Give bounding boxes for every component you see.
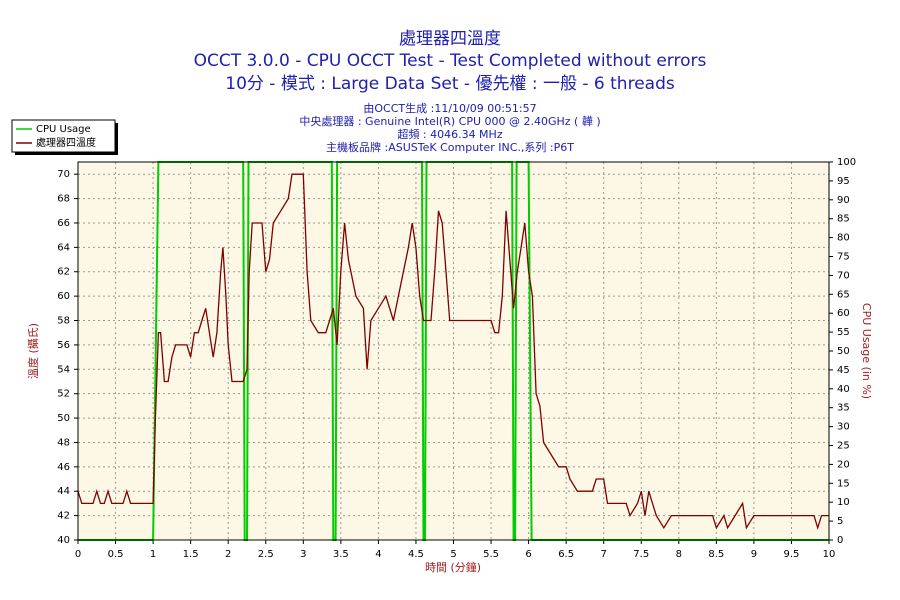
x-tick-label: 7.5 (633, 549, 649, 560)
y2-tick-label: 15 (837, 478, 850, 489)
legend-label: 處理器四溫度 (36, 136, 96, 149)
x-tick-label: 2 (225, 549, 231, 560)
y2-tick-label: 0 (837, 535, 843, 546)
y-tick-label: 54 (57, 364, 70, 375)
x-tick-label: 9 (751, 549, 757, 560)
y2-tick-label: 60 (837, 308, 850, 319)
info-line: 超頻 : 4046.34 MHz (397, 127, 502, 141)
y2-tick-label: 45 (837, 365, 850, 376)
chart-title: 處理器四溫度 (399, 29, 501, 49)
y-tick-label: 42 (57, 511, 70, 522)
x-tick-label: 0.5 (108, 549, 124, 560)
y2-tick-label: 50 (837, 346, 850, 357)
y-tick-label: 60 (57, 291, 70, 302)
y-axis-label: 溫度 (攝氏) (26, 323, 40, 379)
plot-border (77, 161, 830, 541)
data-line (77, 173, 829, 531)
y-tick-label: 40 (57, 535, 70, 546)
y2-tick-label: 10 (837, 497, 850, 508)
x-tick-label: 10 (823, 549, 836, 560)
y-tick-label: 56 (57, 340, 70, 351)
x-tick-label: 3 (300, 549, 306, 560)
y-tick-label: 62 (57, 267, 70, 278)
y2-tick-label: 35 (837, 403, 850, 414)
x-tick-label: 4.5 (408, 549, 424, 560)
y-tick-label: 66 (57, 218, 70, 229)
x-tick-label: 4 (375, 549, 381, 560)
info-line: 主機板品牌 :ASUSTeK Computer INC.,系列 :P6T (326, 140, 574, 154)
y2-tick-label: 40 (837, 384, 850, 395)
chart-subtitle: 10分 - 模式 : Large Data Set - 優先權 : 一般 - 6… (225, 74, 675, 94)
x-tick-label: 1.5 (183, 549, 199, 560)
x-tick-label: 5 (450, 549, 456, 560)
y-tick-label: 46 (57, 462, 70, 473)
x-tick-label: 3.5 (333, 549, 349, 560)
x-tick-label: 8.5 (708, 549, 724, 560)
x-tick-label: 5.5 (483, 549, 499, 560)
y2-tick-label: 55 (837, 327, 850, 338)
x-tick-label: 6.5 (558, 549, 574, 560)
y-tick-label: 50 (57, 413, 70, 424)
info-line: 由OCCT生成 :11/10/09 00:51:57 (363, 101, 536, 115)
y2-axis-label: CPU Usage (in %) (860, 303, 873, 399)
info-line: 中央處理器 : Genuine Intel(R) CPU 000 @ 2.40G… (299, 114, 600, 128)
y-tick-label: 44 (57, 486, 70, 497)
x-tick-label: 9.5 (783, 549, 799, 560)
y-tick-label: 58 (57, 316, 70, 327)
x-tick-label: 0 (75, 549, 81, 560)
y2-tick-label: 95 (837, 176, 850, 187)
y-tick-label: 52 (57, 389, 70, 400)
legend-box (11, 119, 116, 153)
x-axis-label: 時間 (分鐘) (425, 560, 481, 574)
y2-tick-label: 85 (837, 214, 850, 225)
y2-tick-label: 65 (837, 289, 850, 300)
chart-subtitle: OCCT 3.0.0 - CPU OCCT Test - Test Comple… (194, 51, 707, 71)
y-tick-label: 68 (57, 194, 70, 205)
y-tick-label: 48 (57, 437, 70, 448)
x-tick-label: 6 (525, 549, 531, 560)
x-tick-label: 7 (601, 549, 607, 560)
x-tick-label: 1 (150, 549, 156, 560)
y2-tick-label: 75 (837, 252, 850, 263)
y2-tick-label: 100 (837, 157, 856, 168)
legend-label: CPU Usage (36, 124, 91, 135)
y2-tick-label: 5 (837, 516, 843, 527)
y2-tick-label: 80 (837, 233, 850, 244)
y2-tick-label: 25 (837, 441, 850, 452)
x-tick-label: 2.5 (258, 549, 274, 560)
y2-tick-label: 20 (837, 459, 850, 470)
y-tick-label: 64 (57, 242, 70, 253)
y2-tick-label: 90 (837, 195, 850, 206)
y-tick-label: 70 (57, 169, 70, 180)
y2-tick-label: 30 (837, 422, 850, 433)
y2-tick-label: 70 (837, 270, 850, 281)
x-tick-label: 8 (676, 549, 682, 560)
